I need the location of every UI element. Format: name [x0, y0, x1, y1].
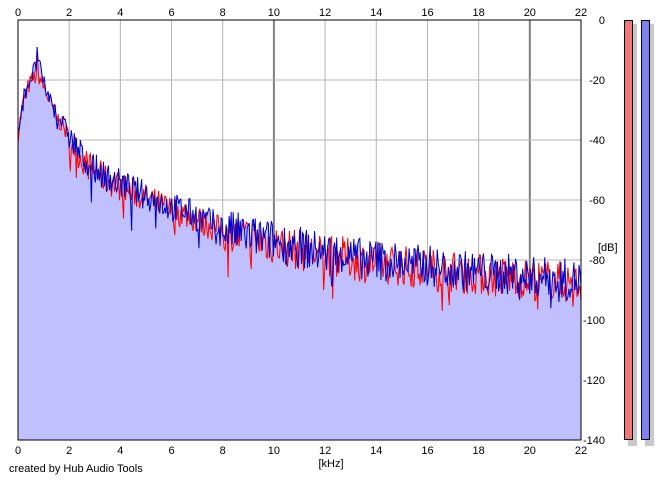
- tick-labels: 002244668810101212141416161818202022220-…: [15, 7, 605, 457]
- x-tick-label-bottom: 20: [524, 445, 536, 457]
- y-tick-label: -40: [589, 135, 605, 147]
- x-tick-label-bottom: 14: [370, 445, 382, 457]
- x-tick-label-bottom: 12: [319, 445, 331, 457]
- x-tick-label-bottom: 2: [66, 445, 72, 457]
- x-tick-label-top: 14: [370, 7, 382, 19]
- x-tick-label-top: 10: [268, 7, 280, 19]
- x-tick-label-top: 16: [421, 7, 433, 19]
- x-tick-label-top: 6: [168, 7, 174, 19]
- series-line-right: [17, 46, 582, 309]
- y-tick-label: 0: [599, 15, 605, 27]
- x-tick-label-top: 8: [220, 7, 226, 19]
- x-tick-label-bottom: 6: [168, 445, 174, 457]
- y-tick-label: -20: [589, 75, 605, 87]
- plot-frame: [17, 19, 582, 441]
- x-tick-label-bottom: 22: [575, 445, 587, 457]
- series-layer: [17, 46, 582, 311]
- x-tick-label-top: 4: [117, 7, 123, 19]
- x-tick-label-top: 18: [473, 7, 485, 19]
- y-tick-label: -120: [583, 375, 605, 387]
- credit-text: created by Hub Audio Tools: [9, 463, 143, 475]
- series-line-left: [17, 46, 582, 311]
- x-tick-label-top: 2: [66, 7, 72, 19]
- left-channel-level-meter: [624, 20, 633, 440]
- y-tick-label: -60: [589, 195, 605, 207]
- y-tick-label: -100: [583, 315, 605, 327]
- right-channel-level-meter: [641, 20, 650, 440]
- y-tick-label: -80: [589, 255, 605, 267]
- x-tick-label-bottom: 16: [421, 445, 433, 457]
- x-tick-label-bottom: 0: [15, 445, 21, 457]
- x-tick-label-bottom: 4: [117, 445, 123, 457]
- x-tick-label-bottom: 8: [220, 445, 226, 457]
- x-tick-label-top: 20: [524, 7, 536, 19]
- y-tick-label: -140: [583, 435, 605, 447]
- x-tick-label-bottom: 18: [473, 445, 485, 457]
- x-tick-label-top: 22: [575, 7, 587, 19]
- x-tick-label-top: 0: [15, 7, 21, 19]
- x-tick-label-bottom: 10: [268, 445, 280, 457]
- x-axis-label: [kHz]: [318, 458, 343, 470]
- x-tick-label-top: 12: [319, 7, 331, 19]
- y-axis-label: [dB]: [598, 242, 618, 254]
